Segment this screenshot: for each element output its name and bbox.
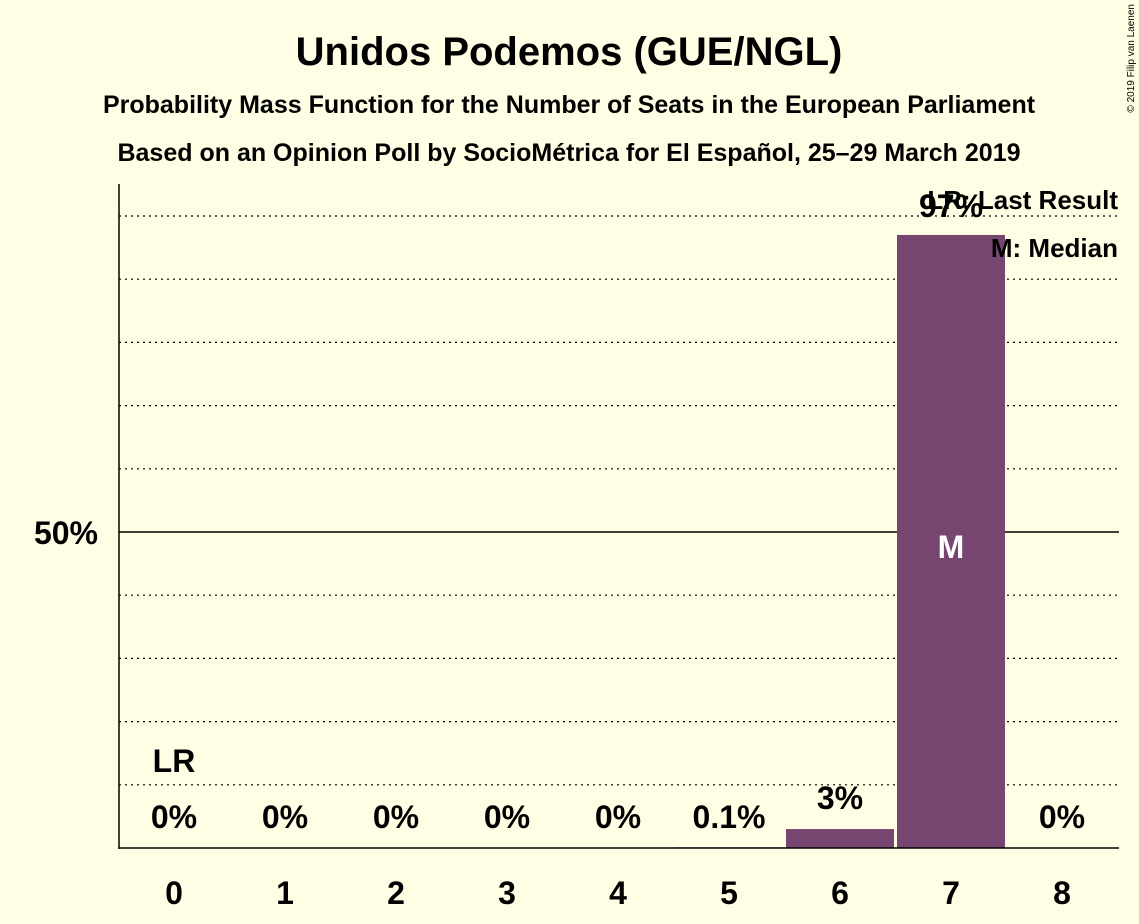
- value-label: 0%: [1039, 799, 1085, 835]
- copyright-note: © 2019 Filip van Laenen: [1126, 4, 1137, 113]
- x-tick-label: 2: [387, 875, 405, 911]
- x-tick-label: 7: [942, 875, 960, 911]
- x-tick-label: 6: [831, 875, 849, 911]
- value-label: 0%: [373, 799, 419, 835]
- x-tick-label: 8: [1053, 875, 1071, 911]
- value-label: 0%: [595, 799, 641, 835]
- bars: [675, 234, 1005, 848]
- bar-7: [897, 234, 1005, 848]
- x-tick-label: 5: [720, 875, 738, 911]
- bar-6: [786, 829, 894, 848]
- legend-median: M: Median: [991, 233, 1118, 263]
- x-tick-label: 4: [609, 875, 627, 911]
- value-label: 0%: [151, 799, 197, 835]
- chart-title: Unidos Podemos (GUE/NGL): [296, 30, 843, 74]
- median-marker: M: [938, 529, 965, 565]
- legend-last-result: LR: Last Result: [927, 185, 1118, 215]
- value-label: 97%: [919, 188, 983, 224]
- chart-subtitle: Probability Mass Function for the Number…: [103, 91, 1036, 119]
- x-tick-label: 0: [165, 875, 183, 911]
- value-label: 3%: [817, 780, 863, 816]
- y-tick-label: 50%: [34, 515, 98, 551]
- chart-subtitle-source: Based on an Opinion Poll by SocioMétrica…: [117, 139, 1020, 167]
- last-result-marker: LR: [153, 743, 196, 779]
- legend: LR: Last Result M: Median: [927, 185, 1118, 263]
- value-label: 0%: [262, 799, 308, 835]
- x-tick-label: 3: [498, 875, 516, 911]
- axes: [118, 184, 1119, 849]
- labels: 50% 0 1 2 3 4 5 6 7 8 0% 0% 0% 0% 0% 0.1% 3% 97% 0% LR M: [34, 188, 1085, 911]
- x-tick-label: 1: [276, 875, 294, 911]
- value-label: 0%: [484, 799, 530, 835]
- value-label: 0.1%: [693, 799, 766, 835]
